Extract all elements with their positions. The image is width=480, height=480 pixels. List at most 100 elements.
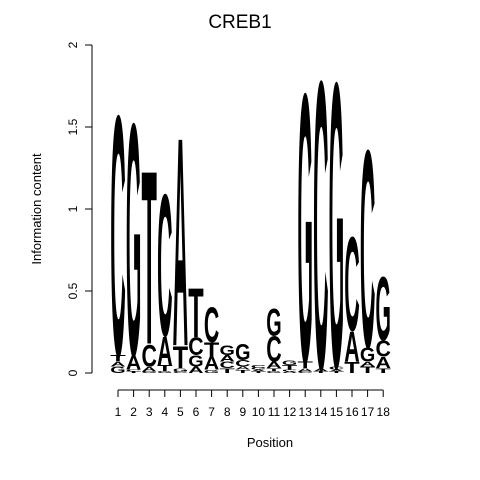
logo-letter-G: G xyxy=(173,368,188,373)
logo-letter-T: T xyxy=(126,371,141,374)
logo-letter-C: C xyxy=(142,337,157,373)
logo-letter-A: A xyxy=(142,366,158,373)
y-tick-label: 0.5 xyxy=(66,282,80,299)
logo-letter-T: T xyxy=(110,354,126,364)
logo-letter-T: T xyxy=(282,363,298,371)
logo-letter-A: A xyxy=(251,369,266,372)
y-tick-label: 1.5 xyxy=(66,118,80,135)
y-tick-label: 1 xyxy=(66,205,80,212)
logo-letter-C: C xyxy=(220,360,236,370)
logo-letter-C: C xyxy=(376,336,391,362)
logo-letter-G: G xyxy=(251,368,266,371)
x-tick-label: 12 xyxy=(283,405,297,419)
logo-letter-G: G xyxy=(266,371,281,374)
x-tick-label: 15 xyxy=(330,405,344,419)
logo-letter-A: A xyxy=(329,369,344,372)
logo-letter-T: T xyxy=(251,371,266,374)
logo-letter-G: G xyxy=(282,359,297,366)
x-tick-label: 16 xyxy=(345,405,359,419)
logo-letter-C: C xyxy=(344,210,359,359)
logo-letter-C: C xyxy=(282,369,297,372)
logo-letter-T: T xyxy=(157,364,173,374)
logo-letter-A: A xyxy=(126,352,141,375)
x-tick-label: 3 xyxy=(146,405,153,419)
logo-letter-A: A xyxy=(204,354,219,374)
logo-letter-G: G xyxy=(329,0,344,454)
logo-letter-G: G xyxy=(266,300,281,344)
logo-column: TAC xyxy=(344,210,360,377)
x-tick-label: 6 xyxy=(193,405,200,419)
y-axis: 0 0.5 1 1.5 2 xyxy=(66,41,93,376)
x-tick-label: 17 xyxy=(361,405,375,419)
logo-letter-T: T xyxy=(313,371,328,374)
logo-letter-C: C xyxy=(204,298,219,354)
logo-letter-C: C xyxy=(298,371,313,374)
logo-letter-T: T xyxy=(235,369,250,374)
y-axis-label: Information content xyxy=(29,153,44,265)
x-axis-label: Position xyxy=(247,435,293,450)
logo-letter-A: A xyxy=(110,361,126,368)
logo-letter-C: C xyxy=(313,0,328,456)
logo-letter-T: T xyxy=(376,367,392,375)
logo-letter-G: G xyxy=(188,352,203,370)
logo-letter-C: C xyxy=(235,359,251,369)
logo-letter-A: A xyxy=(235,366,250,371)
x-tick-label: 8 xyxy=(224,405,231,419)
logo-letter-G: G xyxy=(204,369,219,374)
x-tick-label: 1 xyxy=(115,405,122,419)
x-tick-label: 5 xyxy=(177,405,184,419)
logo-letter-A: A xyxy=(220,354,236,364)
logo-letter-C: C xyxy=(251,364,266,369)
x-tick-label: 4 xyxy=(161,405,168,419)
x-tick-label: 13 xyxy=(299,405,313,419)
logo-letter-G: G xyxy=(110,365,125,375)
logo-letter-A: A xyxy=(360,361,376,368)
x-tick-label: 14 xyxy=(314,405,328,419)
logo-letter-G: G xyxy=(157,371,172,374)
logo-letter-A: A xyxy=(188,365,204,375)
logo-letter-C: C xyxy=(188,332,204,360)
logo-letter-T: T xyxy=(266,367,281,372)
logo-letter-G: G xyxy=(360,344,375,366)
logo-letter-T: T xyxy=(173,340,189,376)
logo-letter-A: A xyxy=(266,360,282,370)
logo-letter-T: T xyxy=(329,371,344,374)
logo-letter-C: C xyxy=(110,43,125,428)
x-axis: 1 2 3 4 5 6 7 8 9 10 11 12 13 14 15 16 17 18 xyxy=(115,389,390,419)
logo-letter-A: A xyxy=(157,327,172,373)
logo-letter-C: C xyxy=(173,371,188,374)
logo-letter-T: T xyxy=(298,360,314,370)
logo-letter-C: C xyxy=(157,152,172,378)
logo-letter-C: C xyxy=(266,330,281,370)
logo-letter-C: C xyxy=(126,369,141,372)
logo-letter-G: G xyxy=(220,343,235,358)
x-tick-label: 9 xyxy=(239,405,246,419)
logo-letter-G: G xyxy=(298,13,313,444)
chart-title: CREB1 xyxy=(208,12,272,33)
logo-letter-G: G xyxy=(126,54,141,425)
y-tick-label: 2 xyxy=(66,41,80,48)
logo-letter-T: T xyxy=(142,120,157,397)
logo-letter-A: A xyxy=(344,323,359,371)
logo-letter-A: A xyxy=(313,368,328,373)
x-tick-label: 7 xyxy=(208,405,215,419)
logo-letter-C: C xyxy=(360,93,375,407)
x-tick-label: 10 xyxy=(252,405,266,419)
logo-letter-G: G xyxy=(376,257,391,359)
logo-column: TAC xyxy=(313,0,328,456)
